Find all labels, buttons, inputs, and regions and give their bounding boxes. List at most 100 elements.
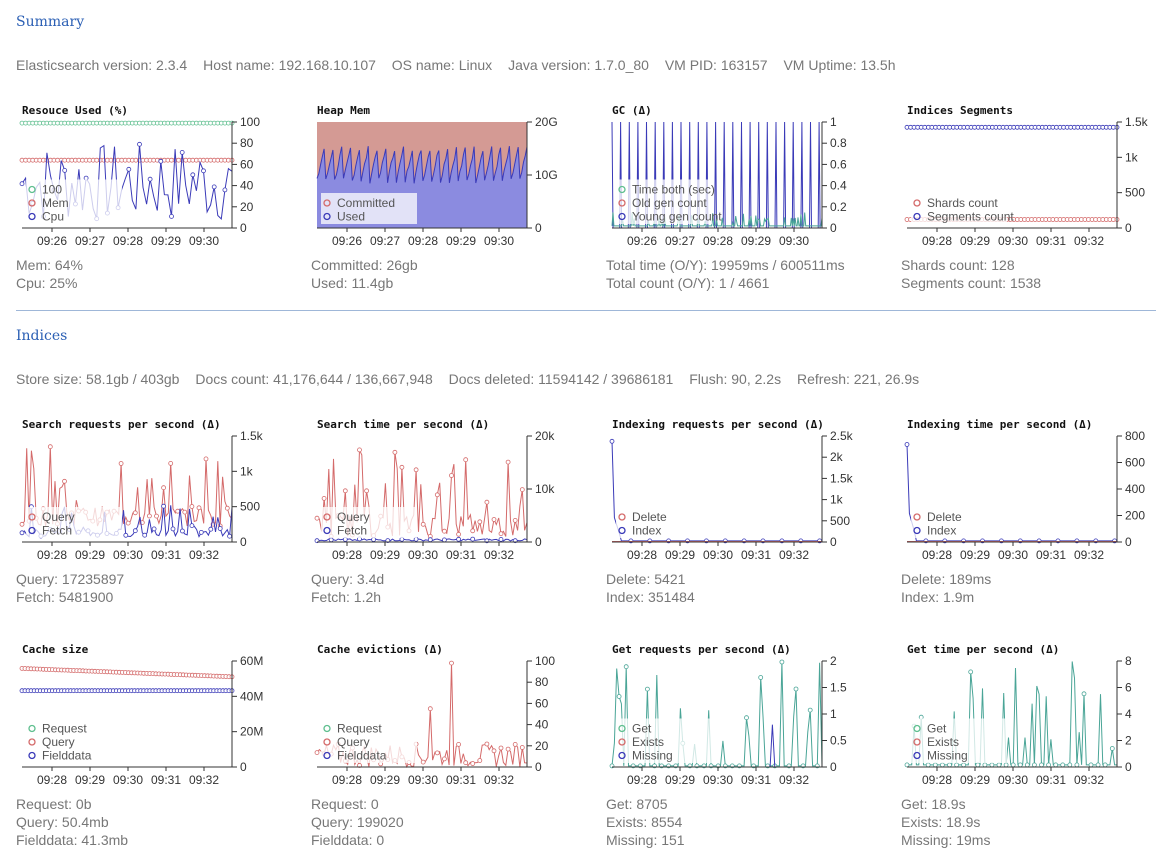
legend-label: Committed [337, 196, 395, 210]
x-tick-label: 09:28 [37, 548, 67, 562]
chart-stats: Query: 17235897 Fetch: 5481900 [16, 570, 286, 606]
os-name: OS name: Linux [391, 57, 493, 73]
series-fetch-point [161, 503, 167, 509]
series-fetch-point [217, 526, 223, 531]
x-tick-label: 09:30 [408, 548, 438, 562]
series-query-point [519, 745, 525, 750]
x-tick-label: 09:30 [113, 548, 143, 562]
x-tick-label: 09:27 [370, 234, 400, 248]
series-fetch-point [498, 537, 504, 542]
chart-title: Search requests per second (Δ) [22, 418, 221, 431]
chart-svg: Search requests per second (Δ) 1.5k 1k 500 0… [19, 418, 264, 562]
series-fetch-point [227, 533, 233, 539]
series-query-point [357, 447, 362, 453]
legend-marker [28, 199, 36, 207]
y-tick-label: 2k [830, 450, 844, 464]
y-tick-label: 1.5k [830, 471, 854, 485]
series-query-point [47, 444, 53, 450]
legend-label: Query [42, 510, 75, 524]
y-tick-label: 0 [830, 535, 837, 549]
stat-line: Fielddata: 0 [311, 832, 385, 848]
stat-line: Fetch: 1.2h [311, 589, 382, 605]
series-query-point [477, 758, 483, 763]
chart-stats: Total time (O/Y): 19959ms / 600511ms Tota… [606, 256, 876, 292]
series-query-point [203, 456, 209, 462]
legend-marker [323, 724, 331, 733]
chart-stats: Request: 0b Query: 50.4mb Fielddata: 41.3m… [16, 795, 286, 849]
series-query-point [196, 505, 202, 511]
x-tick-label: 09:29 [151, 234, 181, 248]
x-tick-label: 09:32 [1074, 548, 1104, 562]
legend-label: Young gen count [632, 210, 722, 224]
stat-line: Missing: 19ms [901, 832, 991, 848]
series-get-point [932, 762, 938, 768]
series-get-point [1067, 762, 1073, 768]
series-fetch-point [208, 526, 214, 532]
y-tick-label: 0 [240, 221, 247, 235]
x-tick-label: 09:29 [75, 548, 105, 562]
summary-info: Elasticsearch version: 2.3.4 Host name: … [16, 57, 908, 73]
series-query-point [161, 485, 167, 491]
legend-marker [618, 526, 626, 535]
legend-marker [323, 526, 331, 535]
legend-marker [913, 724, 921, 733]
series-get-point [1003, 762, 1009, 768]
series-get-point [1017, 762, 1023, 768]
series-fetch-point [371, 537, 376, 542]
series-fetch-point [19, 530, 25, 536]
x-tick-label: 09:26 [627, 234, 657, 248]
series-query-point [441, 756, 447, 762]
chart-title: Get requests per second (Δ) [612, 643, 791, 656]
series-query-point [420, 759, 426, 765]
legend-box [911, 193, 1007, 224]
chart-svg: Cache evictions (Δ) 100 80 60 40 20 0 09:28 09:2… [314, 643, 555, 787]
stat-line: Total count (O/Y): 1 / 4661 [606, 275, 770, 291]
chart-title: Search time per second (Δ) [317, 418, 489, 431]
series-get-point [1081, 691, 1087, 697]
series-cpu-point [201, 168, 206, 174]
y-tick-label: 0 [535, 221, 542, 235]
series-query-point [413, 467, 419, 473]
x-tick-label: 09:30 [703, 548, 733, 562]
host-name: Host name: 192.168.10.107 [203, 57, 376, 73]
series-query-point [463, 457, 469, 463]
x-tick-label: 09:28 [332, 773, 362, 787]
chart-title: Indexing time per second (Δ) [907, 418, 1092, 431]
legend-label: Index [927, 524, 956, 538]
x-tick-label: 09:29 [665, 773, 695, 787]
x-tick-label: 09:27 [665, 234, 695, 248]
x-tick-label: 09:28 [922, 548, 952, 562]
chart-svg: Indices Segments 1.5k 1k 500 0 09:28 09:29 09:3… [904, 104, 1149, 248]
x-tick-label: 09:30 [189, 234, 219, 248]
legend-marker [913, 738, 921, 746]
series-get-point [758, 675, 764, 680]
x-tick-label: 09:32 [1074, 773, 1104, 787]
chart-svg: Get time per second (Δ) 8 6 4 2 0 09:28 09:29 09… [904, 643, 1132, 787]
series-fetch [316, 538, 528, 542]
y-tick-label: 0.8 [830, 136, 847, 150]
chart-panel: GC (Δ) 1 0.8 0.6 0.4 0.2 0 09:26 09:27 09:28 09:29… [606, 100, 876, 292]
series-query-point [427, 706, 433, 712]
legend-marker [913, 513, 921, 521]
series-query-point [477, 519, 483, 525]
chart-panel: Search time per second (Δ) 20k 10k 0 09:28 09… [311, 414, 581, 606]
y-tick-label: 0.4 [830, 179, 847, 193]
stat-line: Segments count: 1538 [901, 275, 1042, 291]
legend-label: Query [337, 510, 370, 524]
series-query-point [505, 746, 511, 752]
series-query-point [484, 741, 490, 747]
chart-stats: Mem: 64% Cpu: 25% [16, 256, 286, 292]
x-tick-label: 09:28 [922, 773, 952, 787]
y-tick-label: 2 [830, 654, 837, 668]
series-query-point [19, 521, 25, 527]
legend-marker [323, 199, 331, 207]
series-query-point [519, 487, 525, 492]
y-tick-label: 20G [535, 115, 558, 129]
legend-label: Delete [927, 510, 962, 524]
series-query-point [342, 488, 348, 494]
legend-label: Time both (sec) [632, 183, 715, 197]
chart-title: Indices Segments [907, 104, 1013, 117]
y-tick-label: 1.5 [830, 681, 847, 695]
series-get-point [1039, 762, 1044, 768]
chart-title: Cache evictions (Δ) [317, 643, 443, 656]
